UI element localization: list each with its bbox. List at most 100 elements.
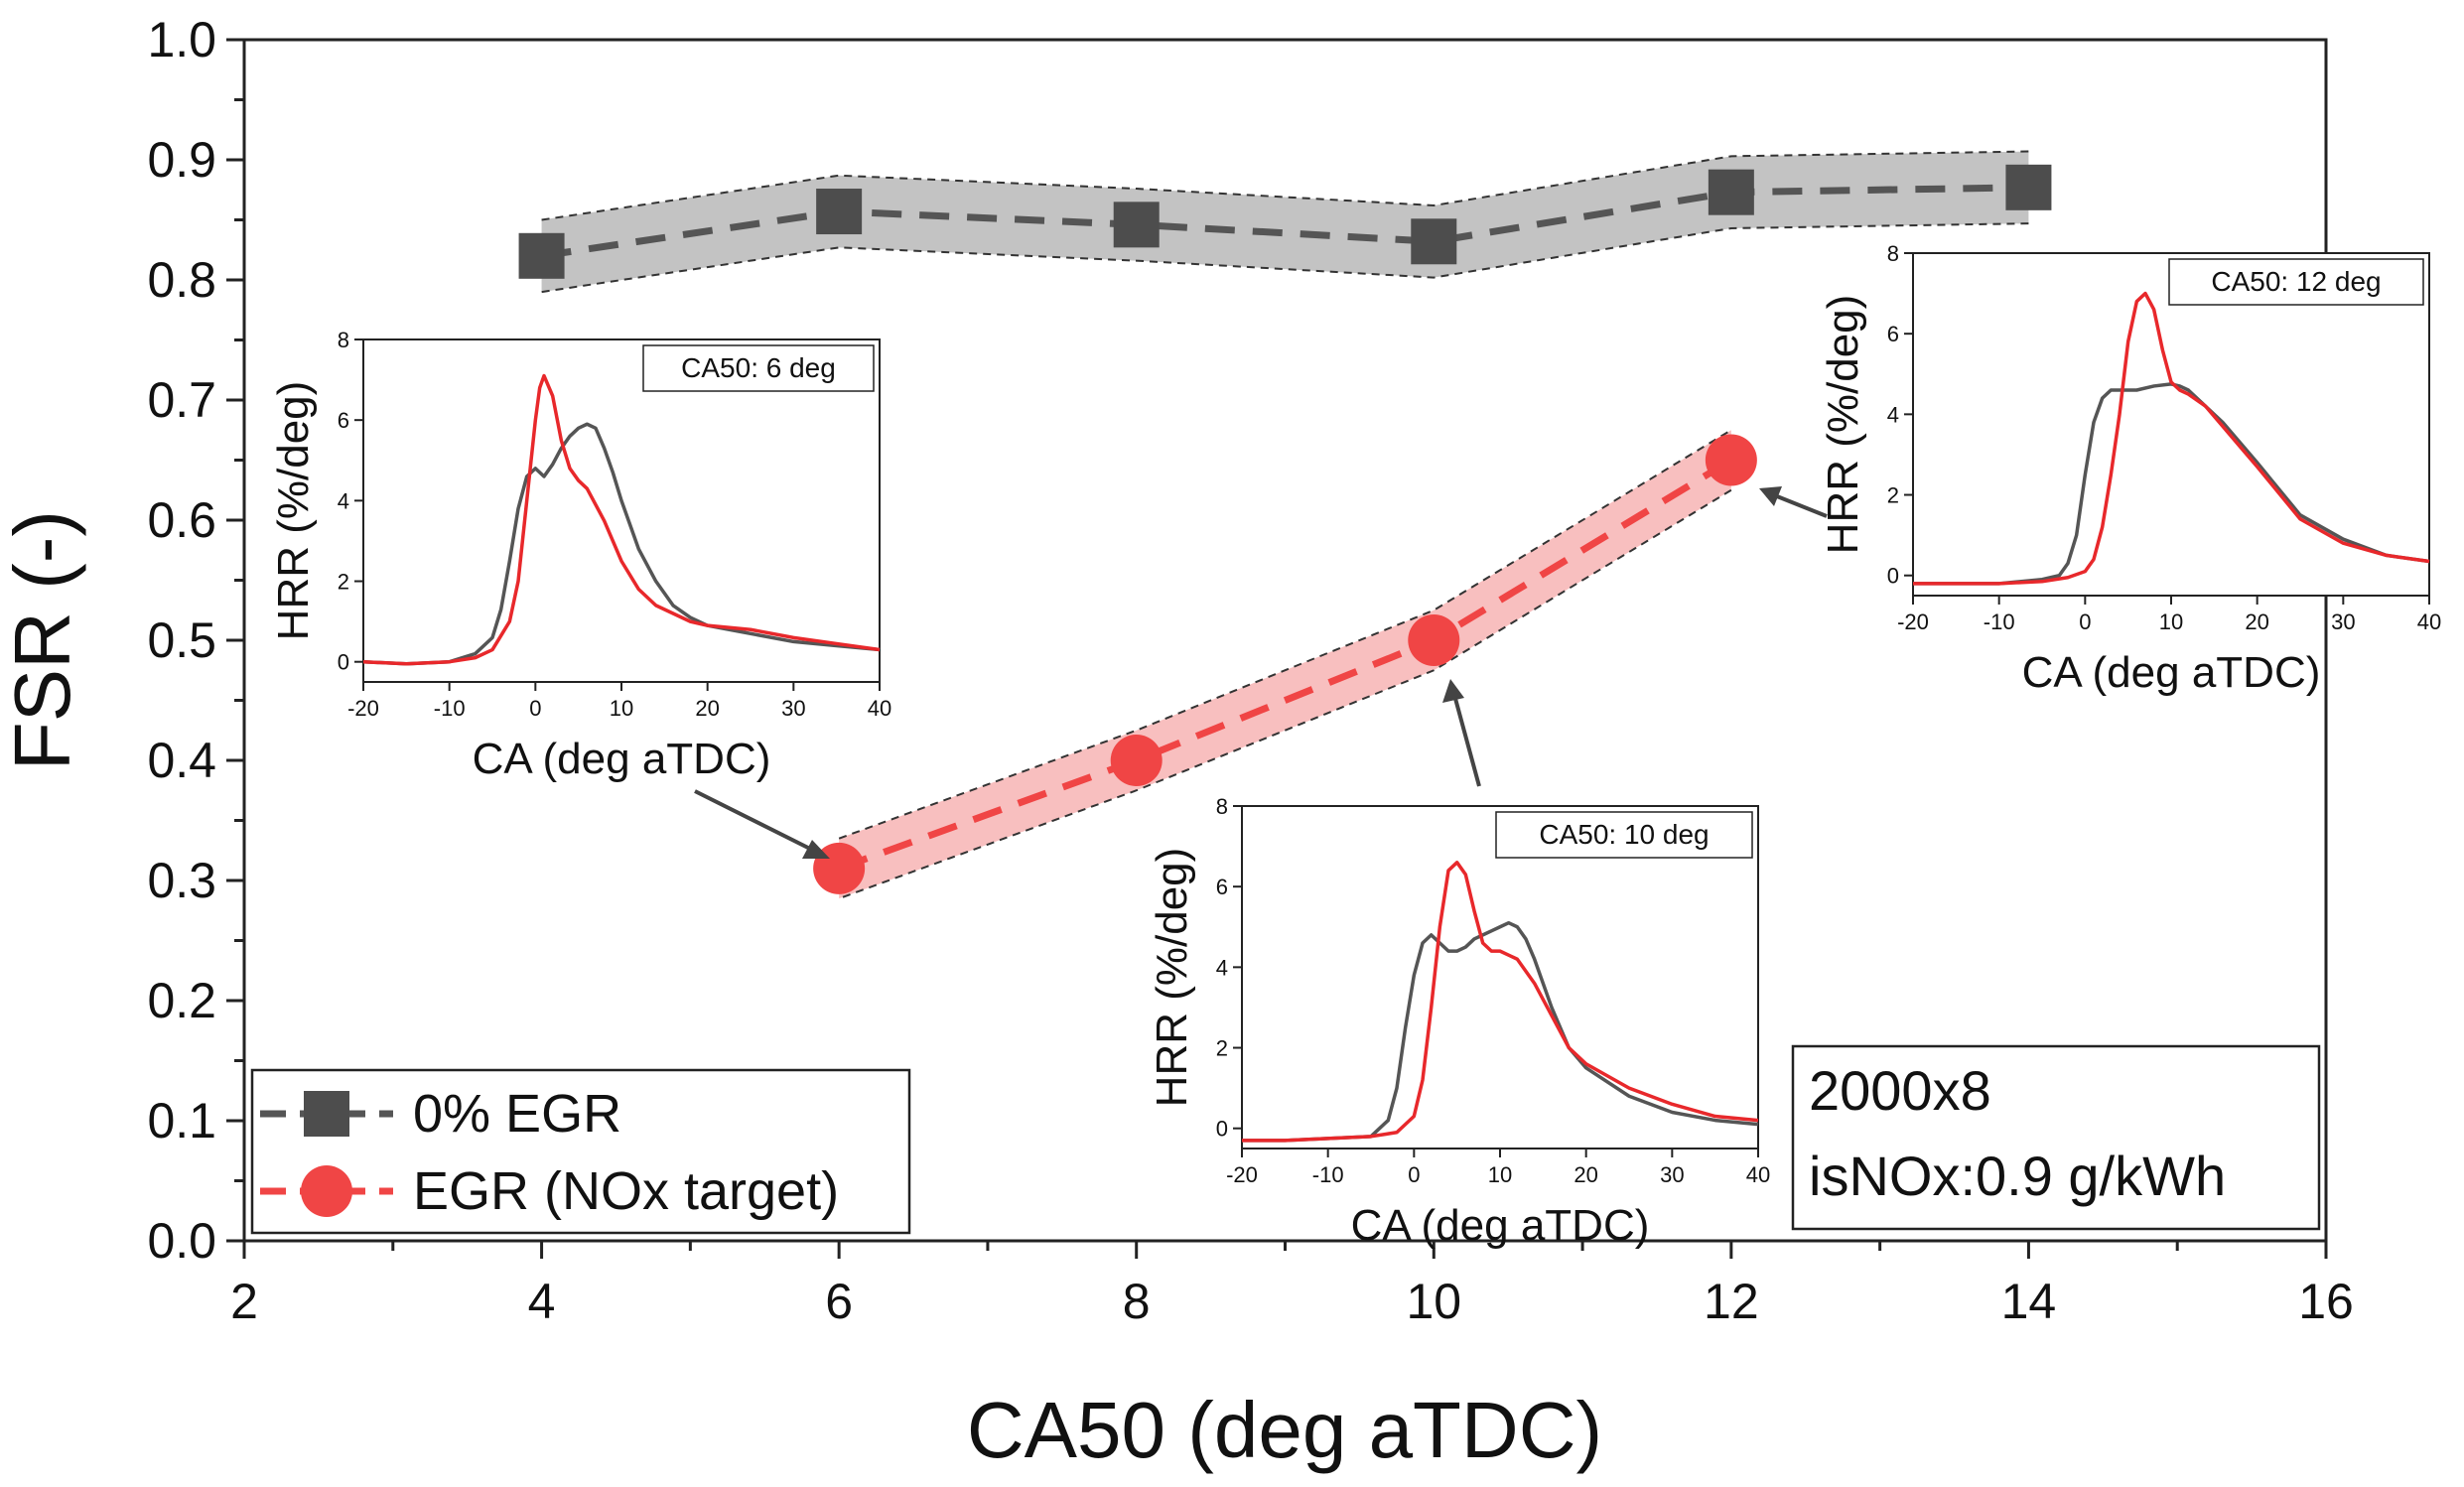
inset-x-tick-label: -10	[1984, 609, 2015, 634]
main-x-tick-label: 10	[1406, 1274, 1461, 1329]
main-x-tick-label: 6	[825, 1274, 853, 1329]
data-point-0pct-egr	[816, 189, 863, 235]
pointer-arrows	[694, 486, 1828, 859]
inset-x-tick-label: -20	[347, 696, 379, 721]
arrow-ca50-6-head	[802, 840, 830, 859]
series-band-edge-upper-1	[838, 429, 1732, 840]
legend-marker-circle	[301, 1165, 352, 1217]
arrow-ca50-10	[1452, 694, 1481, 787]
main-y-tick-label: 0.1	[147, 1093, 216, 1149]
inset-x-tick-label: 40	[868, 696, 891, 721]
main-y-tick-label: 0.7	[147, 372, 216, 428]
inset-y-tick-label: 6	[1216, 875, 1228, 899]
inset-y-axis-label: HRR (%/deg)	[1819, 295, 1867, 555]
series-band-0	[541, 151, 2029, 293]
series-line-1	[837, 457, 1733, 873]
main-y-axis-label: FSR (-)	[0, 510, 86, 770]
inset-title-box	[642, 344, 875, 392]
data-point-0pct-egr	[1708, 169, 1754, 215]
inset-y-tick-label: 8	[338, 328, 349, 352]
inset-y-tick-label: 2	[1216, 1036, 1228, 1061]
inset-x-tick-label: -10	[434, 696, 466, 721]
inset-x-tick-label: 20	[2245, 609, 2268, 634]
condition-isnox: isNOx:0.9 g/kWh	[1809, 1145, 2226, 1207]
inset-x-axis-label: CA (deg aTDC)	[1351, 1201, 1650, 1250]
inset-x-axis-label: CA (deg aTDC)	[473, 735, 771, 783]
inset-x-tick-label: 40	[2417, 609, 2441, 634]
data-point-0pct-egr	[2005, 164, 2052, 210]
main-y-tick-label: 0.9	[147, 132, 216, 188]
inset-y-tick-label: 0	[1216, 1117, 1228, 1142]
main-y-tick-label: 0.2	[147, 973, 216, 1028]
data-point-0pct-egr	[1411, 218, 1457, 265]
inset-y-axis-label: HRR (%/deg)	[269, 381, 318, 641]
main-y-tick-label: 0.0	[147, 1213, 216, 1269]
data-point-0pct-egr	[518, 232, 565, 279]
inset-hrr-line-1	[1242, 861, 1759, 1143]
legend-label-egr: EGR (NOx target)	[413, 1161, 839, 1221]
legend-marker-square	[304, 1091, 349, 1137]
main-x-axis-label: CA50 (deg aTDC)	[967, 1386, 1602, 1474]
arrow-ca50-12	[1776, 494, 1828, 518]
inset-title-box	[2168, 258, 2424, 306]
data-point-egr	[1705, 434, 1757, 486]
inset-frame	[1241, 805, 1759, 1149]
main-bands	[541, 150, 2029, 900]
series-band-edge-upper-0	[541, 150, 2029, 221]
inset-x-axis-label: CA (deg aTDC)	[2022, 648, 2321, 697]
main-x-ticks: 2 4 6 8 10 12 14 16	[230, 1241, 2354, 1329]
main-x-tick-label: 2	[230, 1274, 258, 1329]
arrow-ca50-6	[694, 789, 815, 853]
inset-title-box	[1495, 811, 1753, 859]
series-band-edge-lower-0	[541, 222, 2029, 294]
arrow-ca50-12-head	[1759, 486, 1782, 506]
inset-y-tick-label: 4	[1887, 402, 1899, 427]
inset-y-tick-label: 6	[1887, 322, 1899, 346]
main-plot: 2 4 6 8 10 12 14 16 0.0 0.1 0.2 0.3 0.4 0.5 0.6 0.7 0.8…	[0, 12, 2354, 1474]
inset-hrr-line-1	[362, 373, 881, 666]
inset-hrr-line-0	[1913, 382, 2430, 586]
main-y-tick-label: 0.3	[147, 853, 216, 908]
inset-x-tick-label: 10	[610, 696, 633, 721]
condition-speed-load: 2000x8	[1809, 1059, 1991, 1122]
main-lines	[541, 184, 2029, 873]
inset-ca50-12: -20 -10 0 10 20 30 40 0 2 4 6 8 CA50: 12 deg CA (deg …	[1819, 241, 2441, 697]
inset-x-tick-label: 10	[1488, 1162, 1512, 1187]
inset-x-tick-label: -10	[1312, 1162, 1344, 1187]
inset-x-tick-label: 20	[1574, 1162, 1597, 1187]
main-y-tick-label: 0.8	[147, 252, 216, 308]
inset-y-tick-label: 4	[1216, 955, 1228, 980]
legend: 0% EGR EGR (NOx target)	[250, 1068, 911, 1235]
main-y-tick-label: 0.4	[147, 733, 216, 788]
main-y-tick-label: 1.0	[147, 12, 216, 68]
main-y-tick-label: 0.6	[147, 492, 216, 548]
inset-hrr-line-1	[1913, 291, 2430, 586]
inset-ca50-10: -20 -10 0 10 20 30 40 0 2 4 6 8 CA50: 10 deg CA (deg …	[1148, 794, 1770, 1250]
main-x-tick-label: 12	[1704, 1274, 1759, 1329]
inset-title: CA50: 12 deg	[2211, 266, 2381, 297]
inset-x-tick-label: 0	[529, 696, 541, 721]
main-markers	[518, 164, 2052, 894]
inset-x-tick-label: -20	[1226, 1162, 1258, 1187]
legend-label-0pct-egr: 0% EGR	[413, 1084, 621, 1144]
inset-y-tick-label: 6	[338, 408, 349, 433]
inset-x-tick-label: 10	[2159, 609, 2183, 634]
inset-x-tick-label: 20	[695, 696, 719, 721]
inset-y-tick-label: 8	[1216, 794, 1228, 819]
series-band-1	[839, 430, 1731, 899]
inset-x-tick-label: 30	[2331, 609, 2355, 634]
inset-y-tick-label: 0	[338, 650, 349, 675]
inset-ca50-6: -20 -10 0 10 20 30 40 0 2 4 6 8 CA50: 6 deg CA (deg a…	[269, 328, 891, 783]
inset-y-tick-label: 0	[1887, 564, 1899, 589]
series-band-edge-lower-1	[838, 488, 1732, 900]
data-point-egr	[1408, 614, 1460, 666]
main-x-tick-label: 16	[2298, 1274, 2354, 1329]
arrow-ca50-10-head	[1442, 679, 1464, 703]
data-point-0pct-egr	[1113, 202, 1160, 248]
inset-title: CA50: 10 deg	[1539, 819, 1709, 850]
inset-x-tick-label: -20	[1897, 609, 1929, 634]
inset-y-tick-label: 2	[1887, 483, 1899, 508]
inset-hrr-line-0	[362, 422, 881, 666]
main-x-tick-label: 14	[2001, 1274, 2057, 1329]
